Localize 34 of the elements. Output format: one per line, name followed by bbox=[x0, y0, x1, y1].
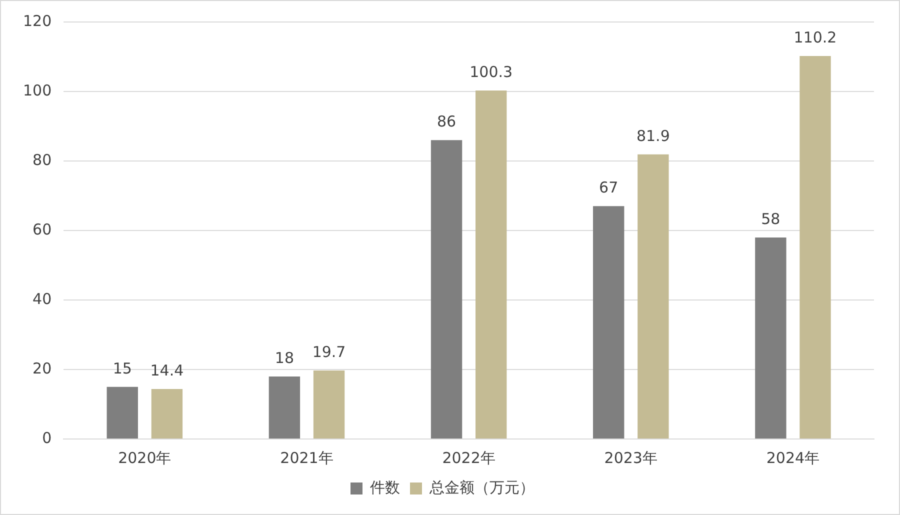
bar bbox=[106, 386, 138, 438]
bar bbox=[755, 237, 786, 438]
data-label: 67 bbox=[599, 178, 618, 197]
bar bbox=[476, 90, 507, 438]
x-tick-label: 2023年 bbox=[604, 448, 658, 467]
y-tick-label: 60 bbox=[32, 220, 52, 238]
y-tick-label: 20 bbox=[32, 359, 52, 378]
bar bbox=[151, 388, 183, 438]
data-label: 18 bbox=[274, 348, 294, 367]
data-label: 100.3 bbox=[470, 62, 513, 81]
legend-label: 件数 bbox=[370, 478, 400, 496]
bar bbox=[268, 376, 300, 438]
y-tick-label: 80 bbox=[32, 150, 52, 169]
bar bbox=[430, 140, 462, 438]
y-tick-label: 100 bbox=[22, 81, 52, 100]
data-label: 15 bbox=[112, 359, 132, 378]
data-label: 19.7 bbox=[312, 342, 346, 361]
bar bbox=[800, 56, 831, 438]
data-label: 58 bbox=[761, 210, 780, 228]
x-tick-label: 2020年 bbox=[118, 448, 172, 467]
data-label: 86 bbox=[436, 112, 456, 131]
bar bbox=[593, 206, 624, 438]
data-label: 14.4 bbox=[150, 361, 184, 380]
x-tick-label: 2022年 bbox=[442, 448, 496, 467]
data-label: 110.2 bbox=[794, 28, 837, 46]
y-tick-label: 0 bbox=[42, 428, 52, 447]
bar bbox=[638, 154, 669, 438]
y-tick-label: 120 bbox=[22, 12, 52, 30]
x-tick-label: 2024年 bbox=[766, 448, 820, 467]
bar bbox=[313, 370, 345, 438]
data-label: 81.9 bbox=[636, 126, 670, 145]
legend-label: 总金额（万元） bbox=[428, 478, 534, 496]
x-tick-label: 2021年 bbox=[280, 448, 334, 467]
y-tick-label: 40 bbox=[32, 290, 52, 308]
